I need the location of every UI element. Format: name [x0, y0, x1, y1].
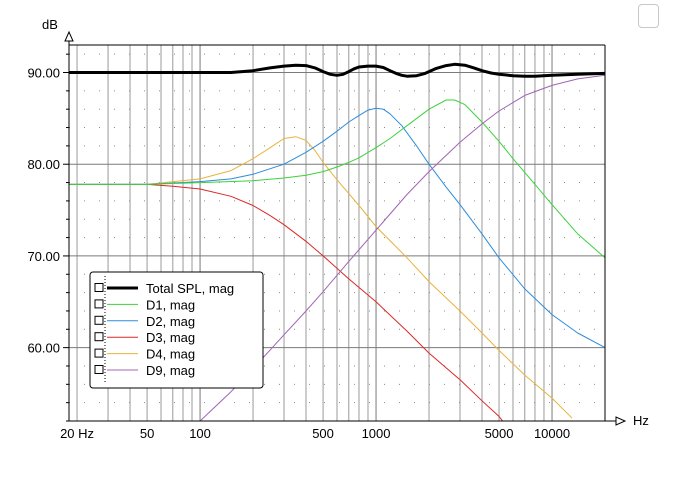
y-tick-labels: 60.00 70.00 80.00 90.00: [27, 66, 60, 356]
y-tick-label: 70.00: [27, 249, 60, 264]
checkbox-icon[interactable]: [94, 283, 104, 292]
series-lines: [69, 62, 605, 421]
series-line: [69, 136, 573, 419]
x-tick-label: 20 Hz: [60, 426, 94, 441]
x-axis-label: Hz: [633, 413, 649, 428]
legend-label: Total SPL, mag: [146, 281, 234, 296]
legend-box: [89, 271, 264, 389]
x-tick-label: 5000: [485, 426, 514, 441]
x-tick-label: 50: [140, 426, 154, 441]
legend-label: D9, mag: [146, 363, 195, 378]
legend-label: D1, mag: [146, 297, 195, 312]
y-tick-label: 80.00: [27, 157, 60, 172]
checkbox-icon[interactable]: [94, 299, 104, 309]
series-line: [69, 62, 605, 78]
legend-label: D3, mag: [146, 330, 195, 345]
y-tick-label: 90.00: [27, 66, 60, 81]
legend-label: D4, mag: [146, 347, 195, 362]
checkbox-icon[interactable]: [94, 332, 104, 342]
x-tick-label: 100: [189, 426, 211, 441]
y-tick-label: 60.00: [27, 341, 60, 356]
y-axis-label: dB: [42, 17, 58, 32]
checkbox-icon[interactable]: [94, 348, 104, 358]
series-line: [69, 107, 605, 349]
rounded-box-icon[interactable]: [638, 4, 659, 28]
y-axis-arrow-icon: [64, 30, 74, 42]
x-tick-labels: 20 Hz 50 100 500 1000 5000 10000: [60, 426, 570, 441]
axes: [63, 30, 627, 426]
checkbox-icon[interactable]: [94, 365, 104, 374]
x-tick-label: 10000: [534, 426, 570, 441]
x-tick-label: 1000: [362, 426, 391, 441]
series-line: [69, 99, 605, 259]
checkbox-icon[interactable]: [94, 315, 104, 325]
legend-label: D2, mag: [146, 314, 195, 329]
series-line: [199, 74, 605, 421]
x-tick-label: 500: [312, 426, 334, 441]
series-line: [69, 183, 504, 421]
x-axis-arrow-icon: [615, 416, 627, 426]
